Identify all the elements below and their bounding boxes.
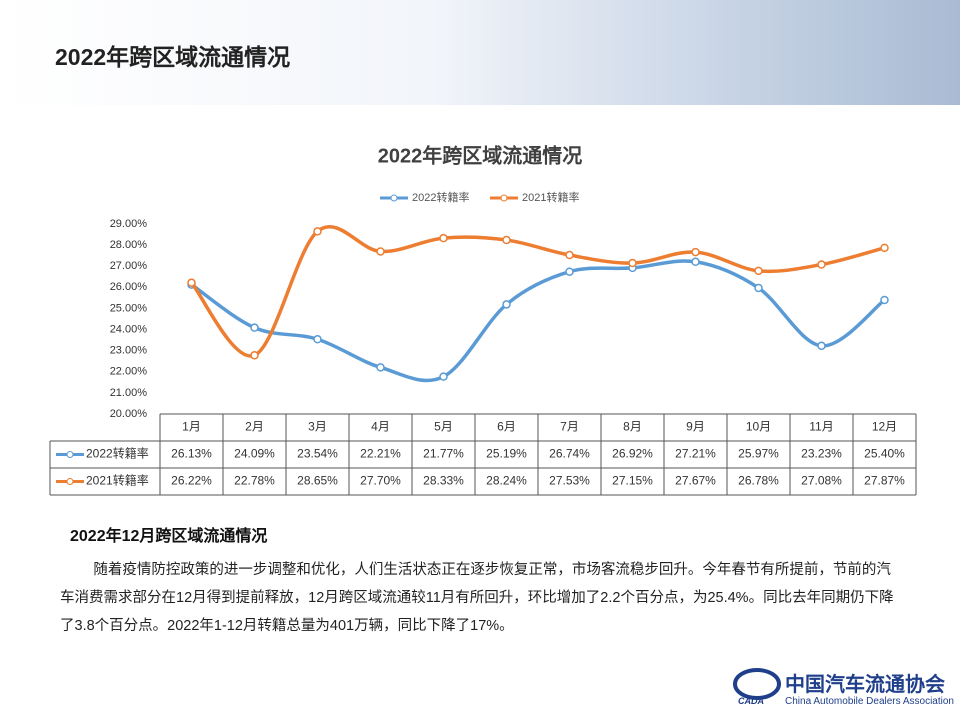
table-cell: 27.21% <box>675 447 716 461</box>
point-marker <box>565 250 574 260</box>
table-cell: 21.77% <box>423 447 464 461</box>
table-cell: 25.97% <box>738 447 779 461</box>
point-marker <box>691 257 700 267</box>
point-marker <box>754 266 763 276</box>
table-cell: 27.87% <box>864 474 905 488</box>
legend-marker <box>390 194 398 202</box>
text-heading: 2022年12月跨区域流通情况 <box>70 528 268 545</box>
logo-name: 中国汽车流通协会 <box>785 672 945 696</box>
logo-english: China Automobile Dealers Association <box>785 696 954 707</box>
table-marker <box>66 478 74 485</box>
point-marker <box>691 247 700 257</box>
y-tick-label: 23.00% <box>110 345 148 357</box>
x-tick-label: 2月 <box>245 420 264 434</box>
x-tick-label: 3月 <box>308 420 327 434</box>
point-marker <box>313 227 322 236</box>
table-cell: 22.21% <box>360 447 401 461</box>
table-cell: 27.15% <box>612 474 653 488</box>
x-tick-label: 9月 <box>686 420 705 434</box>
x-tick-label: 5月 <box>434 420 453 434</box>
table-cell: 23.23% <box>801 447 842 461</box>
x-tick-label: 1月 <box>182 420 201 434</box>
table-cell: 24.09% <box>234 447 275 461</box>
table-cell: 27.53% <box>549 474 590 488</box>
table-cell: 27.08% <box>801 474 842 488</box>
table-cell: 28.24% <box>486 474 527 488</box>
table-cell: 25.19% <box>486 447 527 461</box>
table-cell: 27.70% <box>360 474 401 488</box>
point-marker <box>187 278 196 287</box>
point-marker <box>817 341 826 351</box>
x-tick-label: 12月 <box>872 420 897 434</box>
table-row-label: 2021转籍率 <box>86 473 149 488</box>
point-marker <box>313 335 322 344</box>
point-marker <box>250 351 259 360</box>
y-tick-label: 21.00% <box>110 387 148 399</box>
chart-title: 2022年跨区域流通情况 <box>378 143 583 167</box>
point-marker <box>817 260 826 269</box>
x-tick-label: 6月 <box>497 420 516 434</box>
y-tick-label: 28.00% <box>110 239 148 251</box>
text-paragraph: 随着疫情防控政策的进一步调整和优化，人们生活状态正在逐步恢复正常，市场客流稳步回… <box>60 562 894 634</box>
logo-mark <box>733 668 781 700</box>
table-cell: 28.33% <box>423 474 464 488</box>
x-tick-label: 8月 <box>623 420 642 434</box>
table-cell: 28.65% <box>297 474 338 488</box>
x-tick-label: 4月 <box>371 420 390 434</box>
legend-marker <box>500 194 508 202</box>
point-marker <box>376 247 385 256</box>
point-marker <box>376 363 385 372</box>
y-tick-label: 29.00% <box>110 218 148 230</box>
table-cell: 27.67% <box>675 474 716 488</box>
table-cell: 26.78% <box>738 474 779 488</box>
legend-label: 2021转籍率 <box>522 190 579 204</box>
table-row-label: 2022转籍率 <box>86 446 149 461</box>
logo-abbr: CADA <box>738 696 764 706</box>
point-marker <box>439 372 448 381</box>
point-marker <box>502 235 511 245</box>
table-cell: 25.40% <box>864 447 905 461</box>
y-tick-label: 24.00% <box>110 323 148 335</box>
legend-label: 2022转籍率 <box>412 190 469 204</box>
point-marker <box>628 258 637 268</box>
table-cell: 26.92% <box>612 447 653 461</box>
point-marker <box>439 233 448 243</box>
slide-title: 2022年跨区域流通情况 <box>55 44 291 70</box>
x-tick-label: 11月 <box>809 420 833 434</box>
header-band: 2022年跨区域流通情况 <box>0 0 960 105</box>
table-cell: 23.54% <box>297 447 338 461</box>
y-tick-label: 20.00% <box>110 408 148 420</box>
series-line <box>190 259 886 383</box>
point-marker <box>502 300 511 309</box>
table-cell: 26.13% <box>171 447 212 461</box>
y-tick-label: 27.00% <box>110 260 148 272</box>
point-marker <box>880 295 889 305</box>
point-marker <box>880 243 889 253</box>
y-tick-label: 25.00% <box>110 302 148 314</box>
table-marker <box>66 451 74 458</box>
x-tick-label: 7月 <box>560 420 579 434</box>
table-cell: 26.22% <box>171 474 212 488</box>
table-cell: 26.74% <box>549 447 590 461</box>
point-marker <box>565 267 574 276</box>
y-tick-label: 22.00% <box>110 366 148 378</box>
table-cell: 22.78% <box>234 474 275 488</box>
point-marker <box>250 323 259 332</box>
y-tick-label: 26.00% <box>110 281 148 293</box>
point-marker <box>754 283 763 293</box>
x-tick-label: 10月 <box>746 420 771 434</box>
